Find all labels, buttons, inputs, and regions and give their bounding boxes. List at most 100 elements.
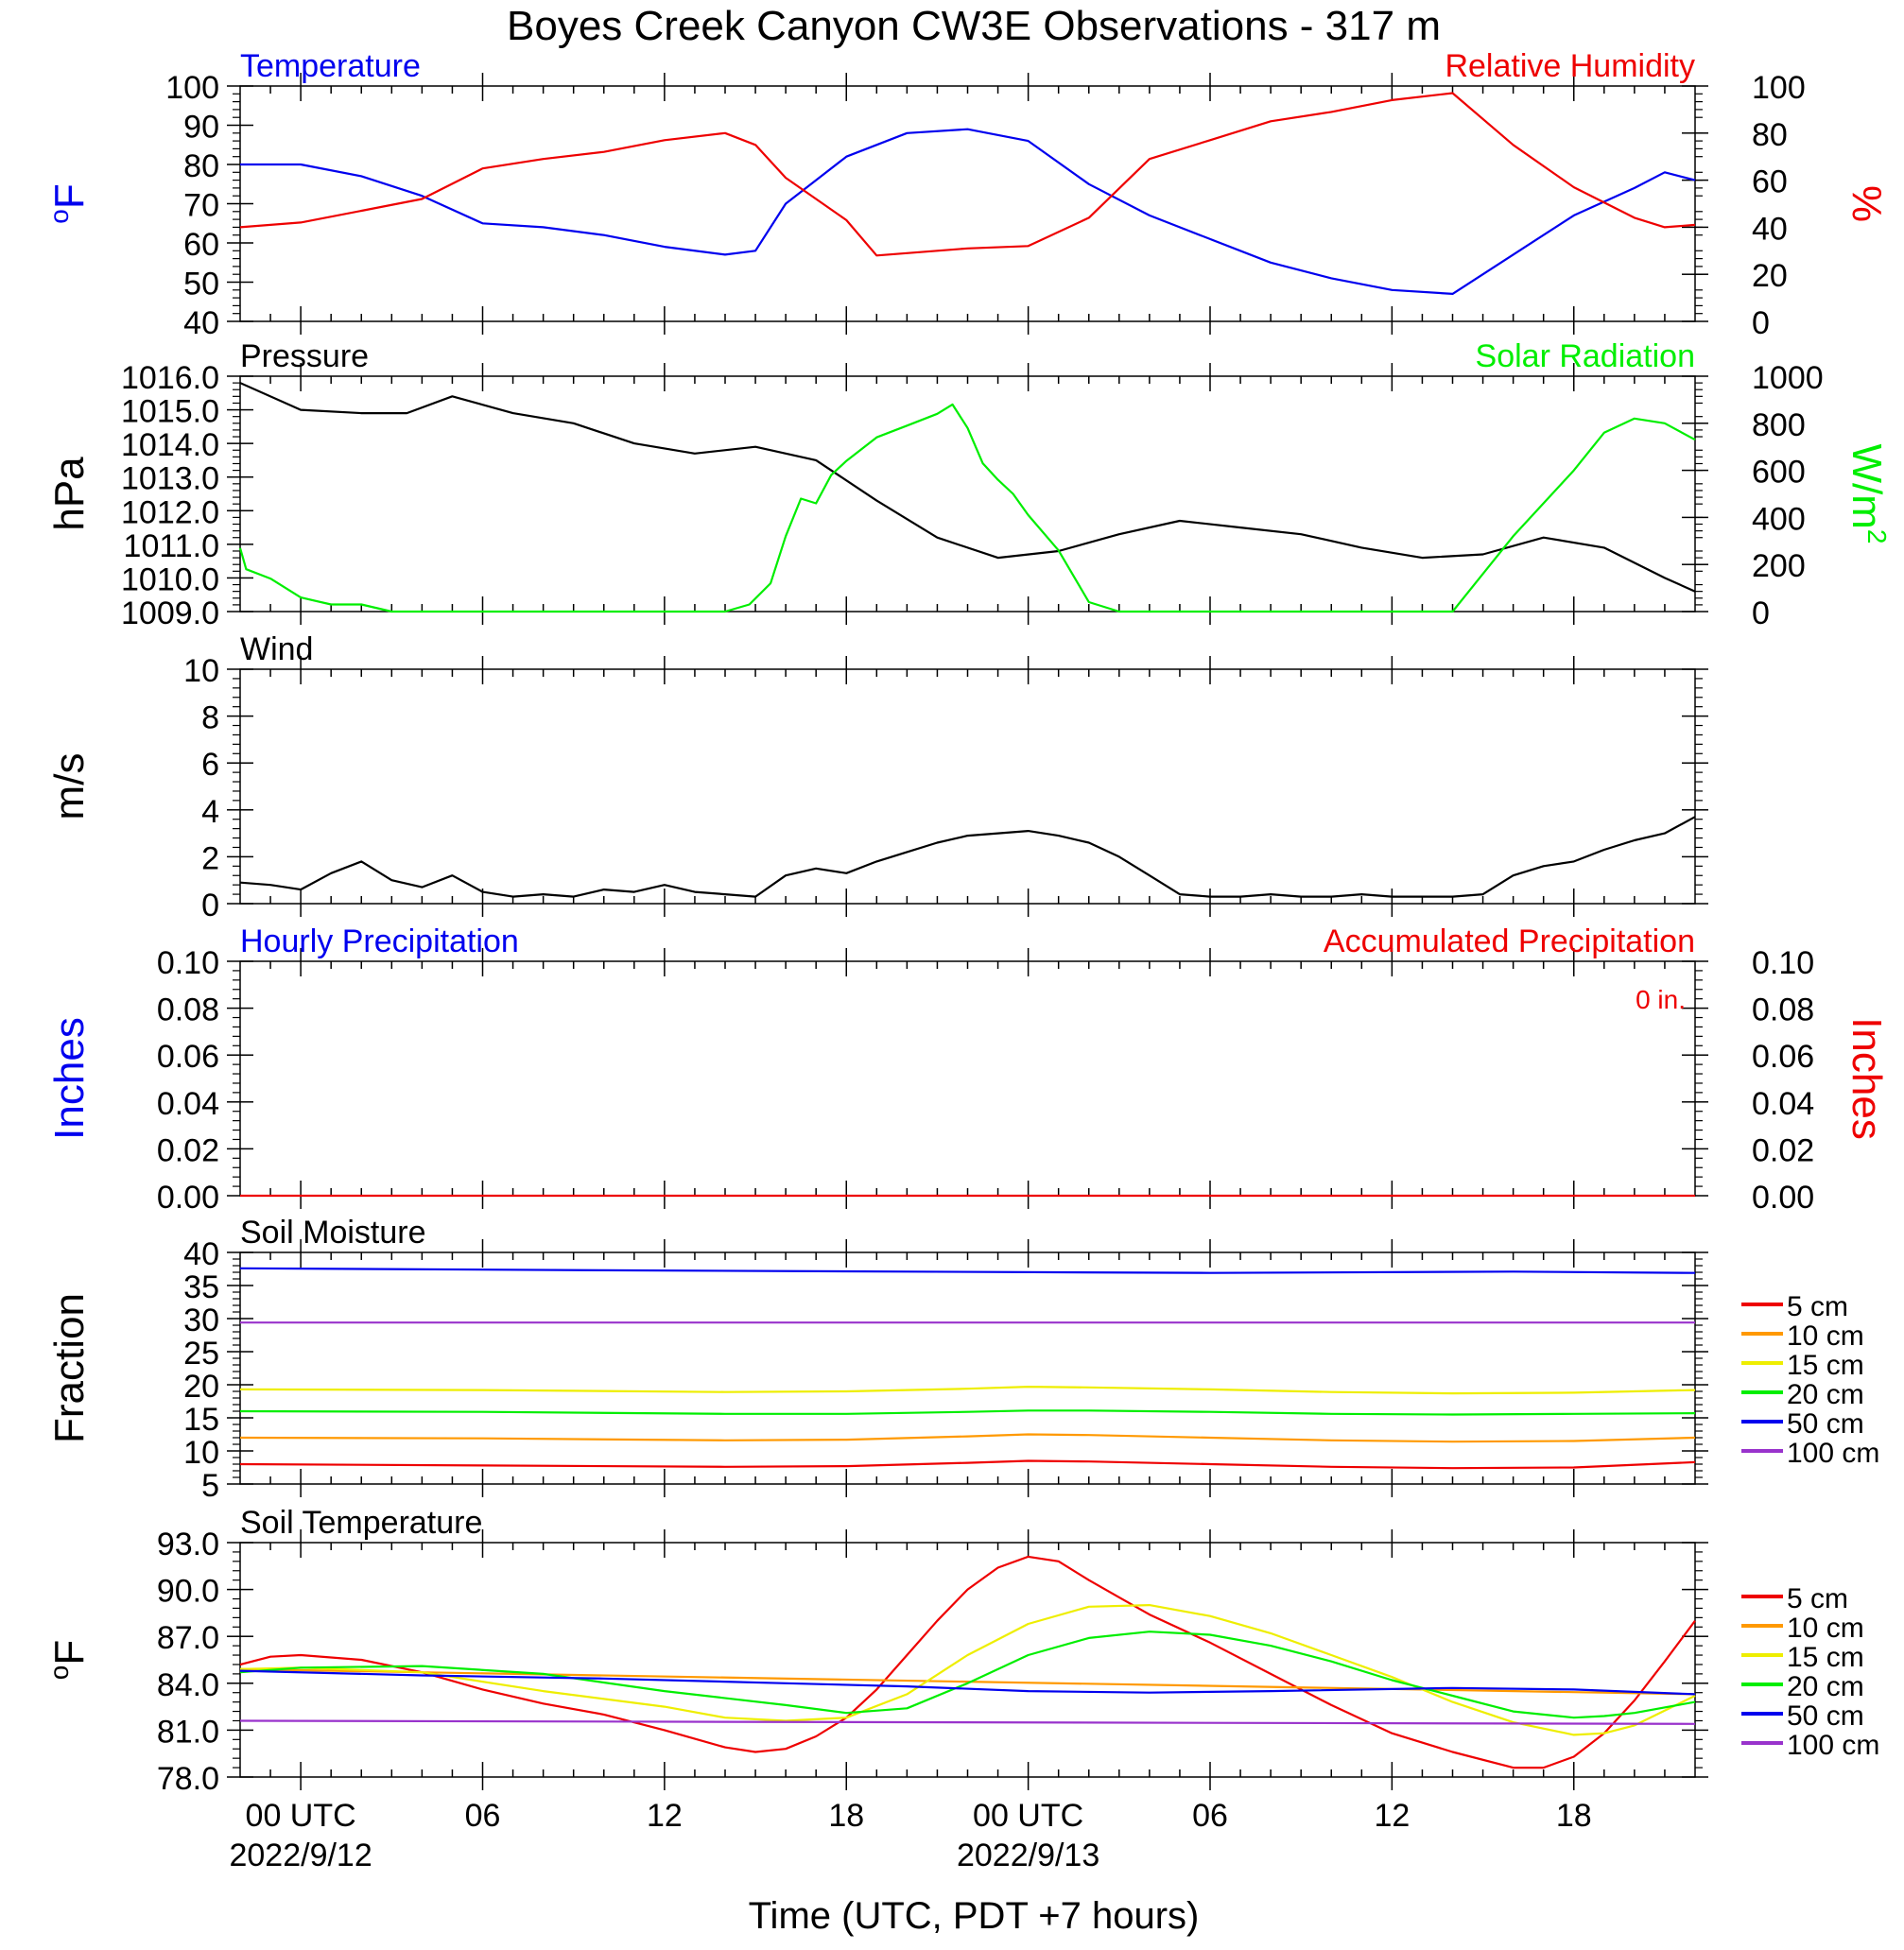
right-y-tick-label: 0 xyxy=(1752,595,1770,631)
left-y-axis-label: oF xyxy=(44,1640,93,1680)
legend-label: 10 cm xyxy=(1787,1320,1864,1352)
series-line-wind-0 xyxy=(239,816,1696,898)
legend-label: 20 cm xyxy=(1787,1671,1864,1702)
series-line-soil_moisture-1 xyxy=(239,1433,1696,1443)
x-tick-label: 18 xyxy=(1556,1798,1592,1834)
left-y-tick-label: 8 xyxy=(201,700,219,736)
panel-title-left: Wind xyxy=(240,631,313,667)
x-tick-label: 06 xyxy=(1192,1798,1228,1834)
left-y-tick-label: 60 xyxy=(183,227,219,263)
series-line-soil_temperature-4 xyxy=(239,1669,1696,1696)
right-y-axis-label-text: % xyxy=(1843,185,1890,222)
series-line-soil_moisture-0 xyxy=(239,1459,1696,1470)
legend-label: 20 cm xyxy=(1787,1379,1864,1410)
left-y-tick-label: 84.0 xyxy=(157,1667,219,1703)
panel-pressure_solar: 1016.01015.01014.01013.01012.01011.01010… xyxy=(46,338,1892,631)
right-y-tick-label: 400 xyxy=(1752,501,1806,537)
panel-title-right: Accumulated Precipitation xyxy=(1324,923,1695,959)
series-line-soil_moisture-4 xyxy=(239,1267,1696,1274)
left-y-axis-label: oF xyxy=(44,183,93,223)
left-y-tick-label: 0.06 xyxy=(157,1039,219,1075)
left-y-tick-label: 90 xyxy=(183,110,219,146)
left-y-tick-label: 100 xyxy=(165,70,219,106)
right-y-tick-label: 0.04 xyxy=(1752,1086,1814,1122)
chart-title: Boyes Creek Canyon CW3E Observations - 3… xyxy=(507,3,1441,49)
left-y-tick-label: 1016.0 xyxy=(121,360,219,396)
left-y-axis-label: hPa xyxy=(46,457,93,531)
left-y-axis-label: Inches xyxy=(46,1017,93,1140)
legend-label: 100 cm xyxy=(1787,1730,1879,1761)
right-y-tick-label: 800 xyxy=(1752,407,1806,443)
x-axis-label: Time (UTC, PDT +7 hours) xyxy=(749,1895,1200,1937)
panel-precipitation: 0.10 0.08 0.06 0.04 0.02 0.00 0.10 0.08 0.06 0.04… xyxy=(46,923,1890,1216)
left-y-tick-label: 0.02 xyxy=(157,1132,219,1168)
series-line-temperature_rh-1 xyxy=(239,92,1696,257)
panel-title-right: Solar Radiation xyxy=(1476,338,1695,374)
right-y-tick-label: 100 xyxy=(1752,70,1806,106)
x-tick-label: 12 xyxy=(647,1798,683,1834)
x-tick-label: 12 xyxy=(1374,1798,1410,1834)
right-y-tick-label: 20 xyxy=(1752,258,1788,294)
panel-title-left: Pressure xyxy=(240,338,369,374)
left-y-tick-label: 4 xyxy=(201,794,219,830)
left-y-tick-label: 1012.0 xyxy=(121,494,219,530)
x-tick-label: 18 xyxy=(828,1798,864,1834)
right-y-axis-label-text: W/m xyxy=(1843,444,1890,529)
left-y-tick-label: 1013.0 xyxy=(121,461,219,497)
left-y-tick-label: 78.0 xyxy=(157,1761,219,1797)
left-y-tick-label: 0.10 xyxy=(157,945,219,981)
series-line-soil_temperature-0 xyxy=(239,1555,1696,1769)
x-tick-label: 06 xyxy=(465,1798,501,1834)
left-y-tick-label: 87.0 xyxy=(157,1620,219,1656)
left-y-tick-label: 1011.0 xyxy=(124,528,219,564)
degree-symbol: o xyxy=(44,1665,74,1681)
left-y-tick-label: 6 xyxy=(201,747,219,783)
panel-wind: 10 8 6 4 2 0 Wind m/s xyxy=(46,631,1708,923)
series-line-pressure_solar-1 xyxy=(238,403,1696,613)
left-y-tick-label: 80 xyxy=(183,148,219,184)
right-y-axis-label: Inches xyxy=(1843,1017,1890,1140)
right-y-tick-label: 1000 xyxy=(1752,360,1824,396)
legend-label: 5 cm xyxy=(1787,1583,1848,1614)
left-y-tick-label: 10 xyxy=(183,653,219,689)
panel-title-left: Temperature xyxy=(240,48,421,84)
x-tick-label: 00 UTC xyxy=(973,1798,1083,1834)
left-y-tick-label: 15 xyxy=(183,1402,219,1438)
legend-label: 100 cm xyxy=(1787,1438,1879,1469)
legend-label: 50 cm xyxy=(1787,1700,1864,1732)
right-y-tick-label: 0.06 xyxy=(1752,1039,1814,1075)
left-y-axis-label: m/s xyxy=(46,753,93,820)
left-y-tick-label: 1014.0 xyxy=(121,427,219,463)
series-line-soil_temperature-2 xyxy=(239,1603,1696,1736)
panel-title-right: Relative Humidity xyxy=(1445,48,1695,84)
left-y-tick-label: 5 xyxy=(201,1468,219,1504)
unit-text: F xyxy=(46,1640,93,1665)
legend-label: 15 cm xyxy=(1787,1350,1864,1381)
panel-title-left: Soil Moisture xyxy=(240,1215,426,1251)
right-y-tick-label: 200 xyxy=(1752,548,1806,584)
left-y-tick-label: 25 xyxy=(183,1336,219,1372)
right-y-tick-label: 0.08 xyxy=(1752,992,1814,1028)
x-tick-sublabel: 2022/9/12 xyxy=(229,1838,372,1873)
legend-label: 10 cm xyxy=(1787,1613,1864,1644)
left-y-tick-label: 30 xyxy=(183,1303,219,1338)
right-y-tick-label: 0.02 xyxy=(1752,1132,1814,1168)
left-y-tick-label: 0.08 xyxy=(157,992,219,1028)
series-line-soil_temperature-5 xyxy=(239,1719,1696,1725)
left-y-tick-label: 0.04 xyxy=(157,1086,219,1122)
legend-label: 50 cm xyxy=(1787,1408,1864,1440)
legend-label: 15 cm xyxy=(1787,1642,1864,1673)
right-y-tick-label: 40 xyxy=(1752,211,1788,247)
panel-title-left: Soil Temperature xyxy=(240,1505,482,1541)
legend-label: 5 cm xyxy=(1787,1291,1848,1322)
left-y-tick-label: 0 xyxy=(201,888,219,923)
series-line-soil_temperature-3 xyxy=(239,1631,1696,1719)
right-y-axis-label: W/m2 xyxy=(1843,444,1892,544)
left-y-tick-label: 1009.0 xyxy=(121,595,219,631)
right-y-tick-label: 0.10 xyxy=(1752,945,1814,981)
left-y-tick-label: 81.0 xyxy=(157,1714,219,1750)
right-y-tick-label: 0.00 xyxy=(1752,1180,1814,1216)
